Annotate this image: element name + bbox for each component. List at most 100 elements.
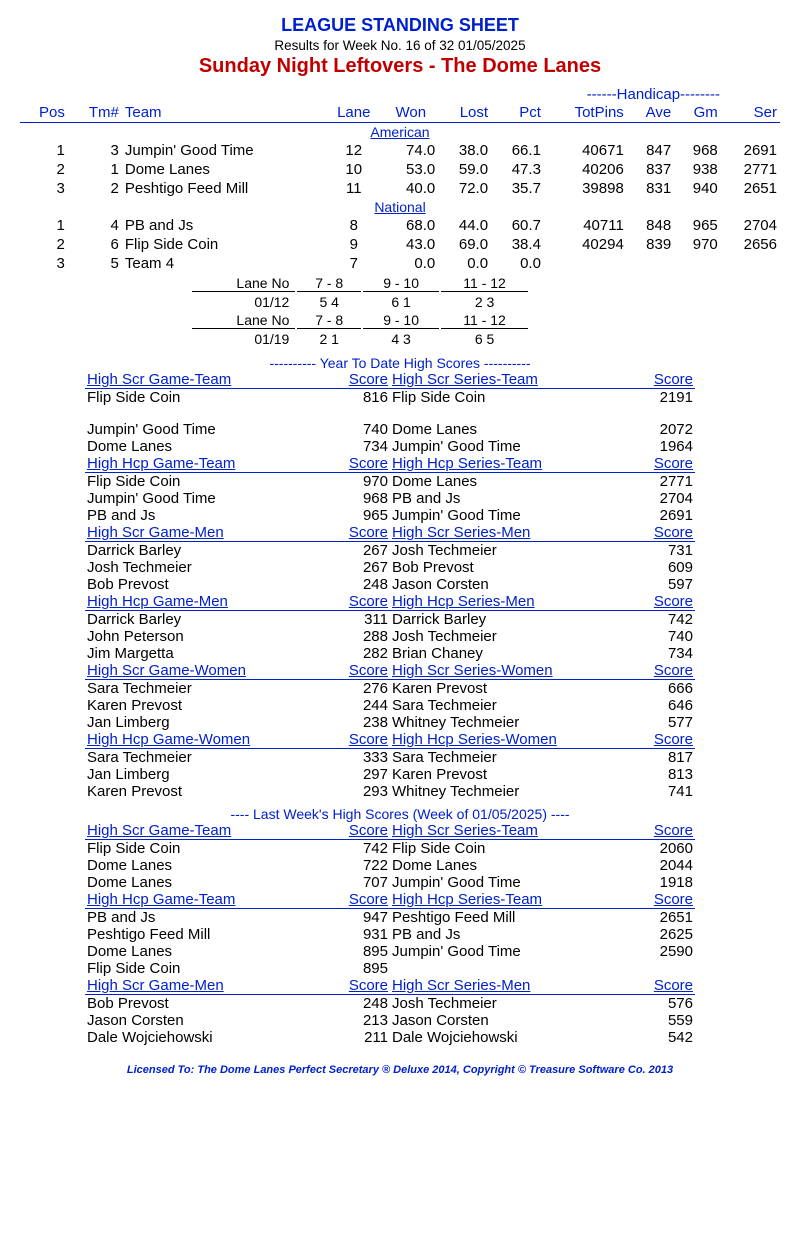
col-header: Lane (324, 103, 383, 123)
division-header: American (20, 123, 780, 142)
table-row: 35Team 470.00.00.0 (20, 254, 780, 273)
hs-header: High Hcp Game-TeamScore (85, 891, 390, 909)
league-name: Sunday Night Leftovers - The Dome Lanes (20, 55, 780, 78)
hs-row: Karen Prevost293 (85, 783, 390, 800)
hs-row: Flip Side Coin816 (85, 389, 390, 406)
hs-header: High Scr Series-MenScore (390, 524, 695, 542)
hs-row: Dome Lanes2072 (390, 421, 695, 438)
highscore-section: High Scr Game-TeamScoreFlip Side Coin742… (20, 822, 780, 891)
hs-row: Jumpin' Good Time740 (85, 421, 390, 438)
lane-schedule: Lane No7 - 89 - 1011 - 1201/125 46 12 3L… (190, 273, 530, 349)
table-row: 32Peshtigo Feed Mill1140.072.035.7398988… (20, 179, 780, 198)
table-row: 26Flip Side Coin943.069.038.440294839970… (20, 235, 780, 254)
hs-row: Flip Side Coin2191 (390, 389, 695, 406)
col-header: TotPins (544, 103, 627, 123)
hs-header: High Scr Game-TeamScore (85, 371, 390, 389)
hs-row: Josh Techmeier267 (85, 559, 390, 576)
lastweek-header: ---- Last Week's High Scores (Week of 01… (20, 806, 780, 822)
subtitle: Results for Week No. 16 of 32 01/05/2025 (20, 38, 780, 53)
hs-header: High Scr Series-TeamScore (390, 822, 695, 840)
hs-row: PB and Js965 (85, 507, 390, 524)
hs-row: Jim Margetta282 (85, 645, 390, 662)
hs-row: Darrick Barley311 (85, 611, 390, 628)
col-header: Lost (438, 103, 491, 123)
hs-row: Dale Wojciehowski211 (85, 1029, 390, 1046)
highscore-section: High Scr Game-WomenScoreSara Techmeier27… (20, 662, 780, 731)
hs-row: Josh Techmeier576 (390, 995, 695, 1012)
col-header: Tm# (68, 103, 122, 123)
hs-row (85, 406, 390, 421)
hs-header: High Hcp Series-TeamScore (390, 455, 695, 473)
hs-row: Dome Lanes707 (85, 874, 390, 891)
hs-row: Jason Corsten213 (85, 1012, 390, 1029)
hs-row: Jason Corsten559 (390, 1012, 695, 1029)
hs-row: Jason Corsten597 (390, 576, 695, 593)
hs-row: PB and Js2625 (390, 926, 695, 943)
col-header: Team (122, 103, 324, 123)
hs-row: Flip Side Coin970 (85, 473, 390, 490)
hs-row: Whitney Techmeier741 (390, 783, 695, 800)
col-header: Ave (627, 103, 674, 123)
standings-table: PosTm#TeamLaneWonLostPctTotPinsAveGmSer … (20, 103, 780, 273)
hs-header: High Scr Series-TeamScore (390, 371, 695, 389)
page-title: LEAGUE STANDING SHEET (20, 15, 780, 36)
hs-header: High Scr Series-WomenScore (390, 662, 695, 680)
hs-row: Dale Wojciehowski542 (390, 1029, 695, 1046)
hs-row: Jan Limberg297 (85, 766, 390, 783)
hs-row: PB and Js947 (85, 909, 390, 926)
col-header: Pos (20, 103, 68, 123)
highscore-section: High Scr Game-MenScoreBob Prevost248Jaso… (20, 977, 780, 1046)
col-header: Pct (491, 103, 544, 123)
highscore-section: High Hcp Game-MenScoreDarrick Barley311J… (20, 593, 780, 662)
hs-row: PB and Js2704 (390, 490, 695, 507)
hs-row: Josh Techmeier731 (390, 542, 695, 559)
hs-header: High Scr Series-MenScore (390, 977, 695, 995)
hs-row: Jumpin' Good Time1964 (390, 438, 695, 455)
col-header: Ser (721, 103, 780, 123)
hs-row: Brian Chaney734 (390, 645, 695, 662)
hs-row: Flip Side Coin742 (85, 840, 390, 857)
hs-row: Bob Prevost248 (85, 576, 390, 593)
ytd-header: ---------- Year To Date High Scores ----… (20, 355, 780, 371)
hs-row: Dome Lanes895 (85, 943, 390, 960)
hs-row: Flip Side Coin2060 (390, 840, 695, 857)
highscore-section: High Hcp Game-TeamScoreFlip Side Coin970… (20, 455, 780, 524)
hs-row: Dome Lanes2044 (390, 857, 695, 874)
hs-row: Josh Techmeier740 (390, 628, 695, 645)
hs-header: High Scr Game-MenScore (85, 524, 390, 542)
hs-row: Sara Techmeier817 (390, 749, 695, 766)
hs-row: Peshtigo Feed Mill2651 (390, 909, 695, 926)
hs-row: Jumpin' Good Time2691 (390, 507, 695, 524)
hs-header: High Scr Game-WomenScore (85, 662, 390, 680)
hs-row: Dome Lanes722 (85, 857, 390, 874)
hs-row: Sara Techmeier646 (390, 697, 695, 714)
division-header: National (20, 198, 780, 216)
hs-row: Jan Limberg238 (85, 714, 390, 731)
hs-row: Darrick Barley267 (85, 542, 390, 559)
hs-row: Karen Prevost813 (390, 766, 695, 783)
hs-row: Jumpin' Good Time968 (85, 490, 390, 507)
hs-header: High Hcp Series-MenScore (390, 593, 695, 611)
table-row: 21Dome Lanes1053.059.047.340206837938277… (20, 160, 780, 179)
hs-header: High Hcp Series-TeamScore (390, 891, 695, 909)
hs-row: Bob Prevost609 (390, 559, 695, 576)
col-header: Won (383, 103, 438, 123)
hs-row (390, 406, 695, 421)
hs-header: High Scr Game-TeamScore (85, 822, 390, 840)
hs-row: Dome Lanes734 (85, 438, 390, 455)
hs-row: John Peterson288 (85, 628, 390, 645)
hs-header: High Hcp Series-WomenScore (390, 731, 695, 749)
highscore-section: High Hcp Game-WomenScoreSara Techmeier33… (20, 731, 780, 800)
hs-row: Sara Techmeier333 (85, 749, 390, 766)
highscore-section: High Scr Game-MenScoreDarrick Barley267J… (20, 524, 780, 593)
hs-header: High Hcp Game-MenScore (85, 593, 390, 611)
hs-header: High Hcp Game-TeamScore (85, 455, 390, 473)
highscore-section: High Scr Game-TeamScoreFlip Side Coin816… (20, 371, 780, 455)
hs-row: Karen Prevost666 (390, 680, 695, 697)
table-row: 13Jumpin' Good Time1274.038.066.14067184… (20, 141, 780, 160)
hs-row: Flip Side Coin895 (85, 960, 390, 977)
footer: Licensed To: The Dome Lanes Perfect Secr… (20, 1064, 780, 1076)
hs-row: Whitney Techmeier577 (390, 714, 695, 731)
col-header: Gm (674, 103, 721, 123)
highscore-section: High Hcp Game-TeamScorePB and Js947Pesht… (20, 891, 780, 977)
